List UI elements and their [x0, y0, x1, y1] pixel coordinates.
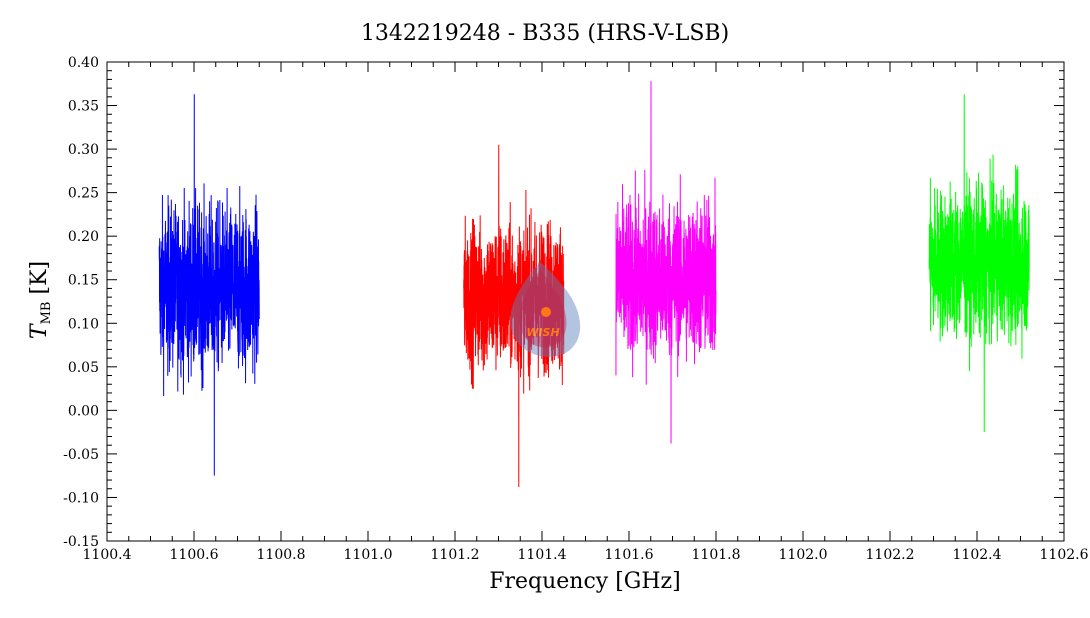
y-tick-label: 0.35 [68, 99, 99, 115]
y-tick-label: 0.05 [68, 360, 99, 376]
x-tick-label: 1101.4 [518, 547, 567, 563]
chart-title: 1342219248 - B335 (HRS-V-LSB) [361, 21, 729, 46]
x-axis-label: Frequency [GHz] [489, 569, 681, 594]
y-tick-label: 0.30 [68, 142, 99, 158]
x-tick-label: 1102.0 [779, 547, 828, 563]
y-tick-label: -0.15 [63, 534, 99, 550]
y-tick-label: -0.10 [63, 490, 99, 506]
y-axis-label: TMB [K] [27, 261, 54, 339]
x-tick-label: 1102.2 [866, 547, 915, 563]
y-tick-label: 0.20 [68, 229, 99, 245]
x-tick-label: 1102.4 [953, 547, 1002, 563]
y-axis-label-symbol: T [27, 322, 52, 339]
series-line-4 [928, 94, 1030, 433]
y-axis-label-unit: [K] [27, 261, 52, 302]
series-line-2 [463, 144, 565, 488]
x-tick-label: 1101.2 [431, 547, 480, 563]
y-tick-label: 0.10 [68, 316, 99, 332]
x-tick-label: 1100.4 [83, 547, 132, 563]
wish-logo: WISH [510, 262, 581, 357]
series-line-1 [158, 94, 260, 476]
x-tick-label: 1102.6 [1040, 547, 1089, 563]
y-tick-label: 0.15 [68, 273, 99, 289]
x-tick-label: 1100.8 [257, 547, 306, 563]
x-tick-label: 1101.0 [344, 547, 393, 563]
x-tick-label: 1101.6 [605, 547, 654, 563]
y-tick-label: 0.25 [68, 186, 99, 202]
x-tick-label: 1101.8 [692, 547, 741, 563]
y-tick-label: -0.05 [63, 447, 99, 463]
logo-text: WISH [526, 326, 559, 339]
series-line-3 [615, 81, 717, 444]
series-layer [158, 81, 1030, 488]
logo-star-icon [541, 307, 551, 317]
y-axis-label-subscript: MB [39, 302, 54, 325]
y-tick-label: 0.40 [68, 55, 99, 71]
ticks-layer: 1100.4 1100.6 1100.8 1101.0 1101.2 1101.4 1101… [63, 55, 1088, 563]
y-tick-label: 0.00 [68, 403, 99, 419]
x-tick-label: 1100.6 [170, 547, 219, 563]
